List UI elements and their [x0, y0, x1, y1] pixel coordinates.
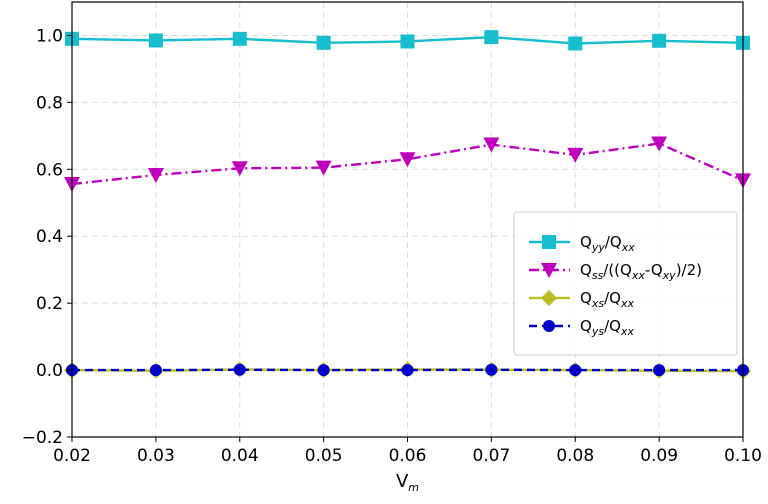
data-point-qyy — [400, 34, 415, 49]
x-tick-label: 0.08 — [556, 446, 594, 466]
legend-item-qys: Qys/Qxx — [529, 317, 634, 338]
series-line-qss — [71, 142, 744, 186]
legend-label: Qys/Qxx — [580, 317, 634, 338]
y-tick-label: 0.6 — [36, 160, 63, 180]
data-point-qys — [317, 364, 330, 377]
y-tick-label: −0.2 — [22, 428, 63, 448]
data-point-qys — [401, 364, 414, 377]
x-tick-label: 0.09 — [640, 446, 678, 466]
data-point-qss — [315, 160, 332, 176]
data-point-qss — [567, 147, 584, 163]
x-tick-label: 0.10 — [724, 446, 762, 466]
series-qss — [64, 136, 751, 193]
data-point-qss — [483, 137, 500, 153]
y-tick-label: 0.4 — [36, 227, 63, 247]
legend-label: Qss/((Qxx-Qxy)/2) — [580, 261, 702, 282]
legend-label: Qyy/Qxx — [580, 233, 635, 254]
data-point-qys — [149, 364, 162, 377]
legend-marker — [541, 263, 557, 278]
legend-box — [513, 211, 738, 356]
x-tick-label: 0.03 — [137, 446, 175, 466]
legend-item-qss: Qss/((Qxx-Qxy)/2) — [529, 261, 702, 282]
data-point-qyy — [652, 33, 667, 48]
legend-item-qyy: Qyy/Qxx — [529, 233, 635, 254]
data-point-qyy — [148, 33, 163, 48]
x-tick-label: 0.02 — [53, 446, 91, 466]
data-point-qss — [651, 136, 668, 152]
y-tick-label: 1.0 — [36, 26, 63, 46]
data-point-qys — [569, 364, 582, 377]
legend-label: Qxs/Qxx — [580, 289, 634, 310]
legend-marker — [542, 235, 556, 249]
data-point-qys — [653, 364, 666, 377]
x-tick-label: 0.05 — [305, 446, 343, 466]
axis-ticks: 0.02 0.03 0.04 0.05 0.06 0.07 0.08 0.09 0.10 −0.2… — [22, 26, 762, 466]
data-point-qss — [147, 167, 164, 183]
legend-marker — [541, 290, 557, 306]
legend-item-qxs: Qxs/Qxx — [529, 289, 634, 310]
x-tick-label: 0.04 — [221, 446, 259, 466]
data-point-qyy — [316, 35, 331, 50]
y-tick-label: 0.0 — [36, 361, 63, 381]
data-point-qss — [399, 152, 416, 168]
x-tick-label: 0.07 — [472, 446, 510, 466]
data-point-qss — [231, 161, 248, 177]
y-tick-label: 0.8 — [36, 93, 63, 113]
x-axis-label: Vm — [396, 471, 419, 494]
data-point-qyy — [484, 30, 499, 45]
series-qys — [66, 363, 749, 377]
data-point-qyy — [568, 36, 583, 51]
data-point-qys — [233, 363, 246, 376]
x-tick-label: 0.06 — [389, 446, 427, 466]
series-layer — [64, 30, 751, 380]
data-point-qyy — [232, 31, 247, 46]
legend-marker — [543, 320, 555, 332]
data-point-qys — [485, 363, 498, 376]
y-tick-label: 0.2 — [36, 294, 63, 314]
series-qyy — [65, 30, 750, 51]
legend: Qyy/Qxx Qss/((Qxx-Qxy)/2) Qxs/Qxx Qys/Qxx — [513, 211, 738, 356]
